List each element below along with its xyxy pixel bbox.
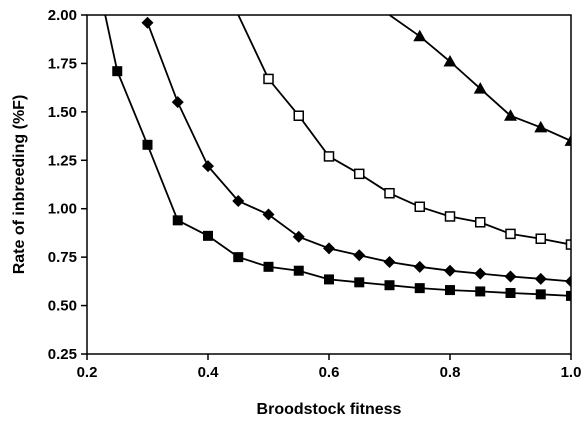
data-point: [293, 265, 304, 276]
plot-frame: [86, 14, 572, 355]
data-point: [384, 280, 395, 291]
data-point: [293, 110, 304, 121]
y-tick-label: 1.50: [48, 104, 77, 121]
data-point: [172, 215, 183, 226]
y-tick-label: 1.75: [48, 55, 77, 72]
data-point: [534, 272, 547, 285]
data-point: [443, 54, 457, 67]
y-tick-label: 0.25: [48, 346, 77, 363]
data-point: [414, 201, 425, 213]
data-point: [354, 168, 365, 180]
data-point: [473, 82, 487, 94]
x-tick-label: 0.6: [319, 364, 340, 381]
data-point: [566, 290, 571, 301]
data-point: [565, 275, 571, 288]
data-point: [504, 109, 517, 121]
series-1: [104, 15, 571, 301]
data-point: [324, 274, 334, 285]
series-4: [388, 15, 571, 146]
data-point: [262, 208, 275, 221]
series-line: [146, 22, 571, 283]
y-axis-title: Rate of inbreeding (%F): [11, 95, 28, 275]
series-line: [388, 15, 571, 142]
data-point: [171, 96, 184, 109]
data-point: [353, 249, 366, 262]
data-point: [505, 228, 516, 240]
data-point: [445, 285, 455, 296]
y-tick-label: 2.00: [48, 7, 77, 24]
y-tick-label: 0.75: [48, 249, 77, 266]
data-point: [414, 283, 425, 294]
data-point: [112, 66, 123, 77]
x-tick-label: 0.2: [77, 364, 98, 381]
ticks-layer: 0.2 0.4 0.6 0.8 1.0 0.25 0.50 0.75 1.00 1.25 1.50 1…: [48, 7, 582, 381]
data-point: [384, 187, 395, 199]
series-line: [104, 15, 571, 297]
data-point: [505, 287, 516, 298]
data-point: [413, 29, 427, 42]
data-point: [203, 230, 213, 241]
y-tick-label: 0.50: [48, 298, 77, 315]
y-tick-label: 1.25: [48, 152, 77, 169]
data-point: [323, 151, 335, 162]
series-2: [141, 16, 571, 288]
y-tick-label: 1.00: [48, 201, 77, 218]
x-axis-title: Broodstock fitness: [257, 401, 402, 418]
data-point: [354, 277, 365, 288]
data-point: [383, 255, 396, 268]
data-point: [263, 73, 274, 85]
data-point: [475, 217, 486, 228]
x-tick-label: 0.8: [440, 364, 461, 381]
data-point: [141, 16, 154, 29]
data-point: [233, 252, 244, 263]
data-point: [263, 261, 274, 272]
axes-layer: [86, 14, 572, 355]
data-point: [504, 270, 517, 283]
data-point: [202, 160, 214, 173]
data-point: [232, 194, 245, 207]
data-point: [292, 230, 305, 243]
series-3: [237, 15, 571, 250]
data-point: [323, 242, 335, 255]
data-point: [444, 211, 456, 222]
x-tick-label: 0.4: [198, 364, 220, 381]
data-point: [475, 286, 486, 297]
data-point: [565, 239, 571, 250]
data-point: [413, 260, 426, 273]
series-line: [237, 15, 571, 246]
series-layer: [104, 15, 571, 301]
data-point: [444, 264, 456, 277]
data-point: [535, 233, 546, 244]
data-point: [535, 289, 546, 300]
x-tick-label: 1.0: [561, 364, 582, 381]
data-point: [564, 134, 571, 146]
data-point: [142, 139, 153, 150]
data-point: [474, 267, 487, 280]
data-point: [534, 120, 548, 133]
